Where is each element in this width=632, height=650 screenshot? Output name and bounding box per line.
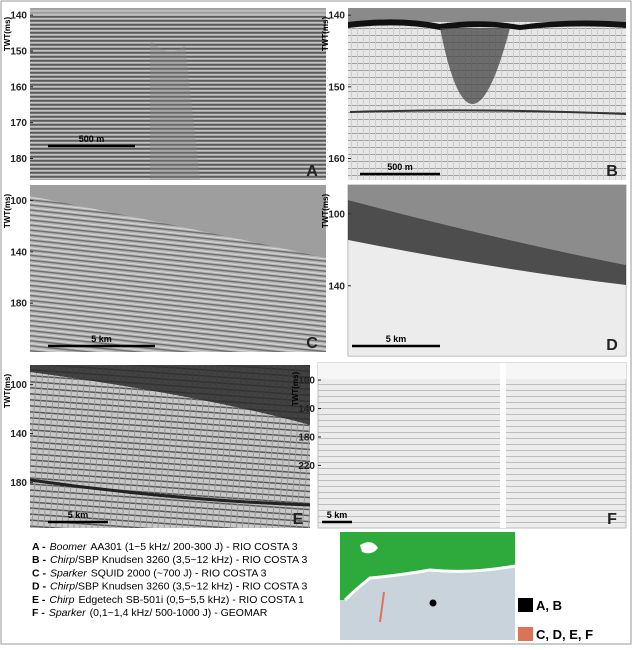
scale-bar-label: 5 km bbox=[68, 510, 89, 520]
legend-method: Chirp bbox=[50, 581, 75, 593]
legend-line: C -Sparker SQUID 2000 (~700 J) - RIO COST… bbox=[32, 567, 267, 579]
y-tick-label: 180 bbox=[10, 299, 27, 310]
panel-letter: C bbox=[306, 335, 318, 352]
y-tick-label: 140 bbox=[10, 247, 27, 258]
y-tick-label: 100 bbox=[10, 196, 27, 207]
panel-letter: F bbox=[607, 511, 617, 528]
y-tick-label: 180 bbox=[10, 478, 27, 489]
y-tick-label: 160 bbox=[328, 154, 345, 165]
panel-letter: E bbox=[293, 511, 304, 528]
y-tick-label: 100 bbox=[298, 376, 315, 387]
legend-text: SQUID 2000 (~700 J) - RIO COSTA 3 bbox=[91, 567, 267, 579]
legend-line: D -Chirp/SBP Knudsen 3260 (3,5~12 kHz) -… bbox=[32, 581, 307, 593]
legend-method: Chirp bbox=[50, 554, 75, 566]
legend-method: Chirp bbox=[49, 594, 74, 606]
location-map bbox=[340, 532, 515, 640]
y-axis-label: TWT(ms) bbox=[3, 374, 12, 409]
y-tick-label: 180 bbox=[298, 432, 315, 443]
panel-d-image bbox=[348, 185, 626, 356]
scale-bar-label: 500 m bbox=[387, 162, 413, 172]
y-tick-label: 140 bbox=[10, 11, 27, 22]
y-axis-label: TWT(ms) bbox=[321, 194, 330, 229]
y-tick-label: 140 bbox=[10, 429, 27, 440]
legend-line: F - Sparker (0,1~1,4 kHz/ 500-1000 J) - GE… bbox=[32, 607, 268, 619]
panel-letter: A bbox=[306, 163, 318, 180]
y-axis-label: TWT(ms) bbox=[3, 17, 12, 52]
panel-c-image bbox=[30, 185, 326, 352]
legend-method: Sparker bbox=[50, 567, 87, 579]
y-tick-label: 100 bbox=[10, 380, 27, 391]
legend-text: AA301 (1~5 kHz/ 200-300 J) - RIO COSTA 3 bbox=[90, 541, 297, 553]
y-tick-label: 140 bbox=[298, 404, 315, 415]
legend-line: B -Chirp/SBP Knudsen 3260 (3,5~12 kHz) -… bbox=[32, 554, 307, 566]
legend-text: (0,1~1,4 kHz/ 500-1000 J) - GEOMAR bbox=[90, 607, 268, 619]
legend-method: Boomer bbox=[50, 541, 87, 553]
scale-bar-label: 5 km bbox=[91, 334, 112, 344]
legend-letter: F - bbox=[32, 607, 45, 619]
legend-letter: B - bbox=[32, 554, 47, 566]
y-tick-label: 150 bbox=[10, 47, 27, 58]
legend-line: E -Chirp Edgetech SB-501i (0,5~5,5 kHz) -… bbox=[32, 594, 304, 606]
y-axis-label: TWT(ms) bbox=[291, 372, 300, 407]
map-legend-swatch bbox=[518, 598, 533, 612]
panel-a-image bbox=[30, 8, 326, 180]
y-tick-label: 140 bbox=[328, 281, 345, 292]
legend-text: /SBP Knudsen 3260 (3,5~12 kHz) - RIO COS… bbox=[75, 581, 307, 593]
y-tick-label: 100 bbox=[328, 209, 345, 220]
legend-letter: C - bbox=[32, 567, 47, 579]
legend-text: Edgetech SB-501i (0,5~5,5 kHz) - RIO COS… bbox=[79, 594, 305, 606]
legend-method: Sparker bbox=[49, 607, 86, 619]
scale-bar-label: 500 m bbox=[79, 134, 105, 144]
panel-b-image bbox=[348, 8, 626, 180]
panel-letter: D bbox=[606, 337, 618, 354]
y-tick-label: 160 bbox=[10, 82, 27, 93]
panel-letter: B bbox=[606, 163, 618, 180]
y-tick-label: 220 bbox=[298, 461, 315, 472]
y-axis-label: TWT(ms) bbox=[321, 17, 330, 52]
panel-e-image bbox=[30, 365, 310, 528]
y-tick-label: 150 bbox=[328, 82, 345, 93]
y-tick-label: 180 bbox=[10, 154, 27, 165]
panel-f-image bbox=[318, 363, 626, 528]
legend-letter: E - bbox=[32, 594, 46, 606]
y-axis-label: TWT(ms) bbox=[3, 194, 12, 229]
legend-letter: A - bbox=[32, 541, 46, 553]
legend-text: /SBP Knudsen 3260 (3,5~12 kHz) - RIO COS… bbox=[75, 554, 307, 566]
map-legend-swatch bbox=[518, 627, 533, 641]
map-legend-label: C, D, E, F bbox=[536, 627, 593, 642]
figure: 140 150 160 170 180 TWT(ms) 500 m A 140 150 160 TWT… bbox=[0, 0, 632, 645]
scale-bar-label: 5 km bbox=[327, 510, 348, 520]
map-legend-label: A, B bbox=[536, 598, 562, 613]
scale-bar-label: 5 km bbox=[386, 334, 407, 344]
y-tick-label: 140 bbox=[328, 11, 345, 22]
legend-letter: D - bbox=[32, 581, 47, 593]
y-tick-label: 170 bbox=[10, 118, 27, 129]
